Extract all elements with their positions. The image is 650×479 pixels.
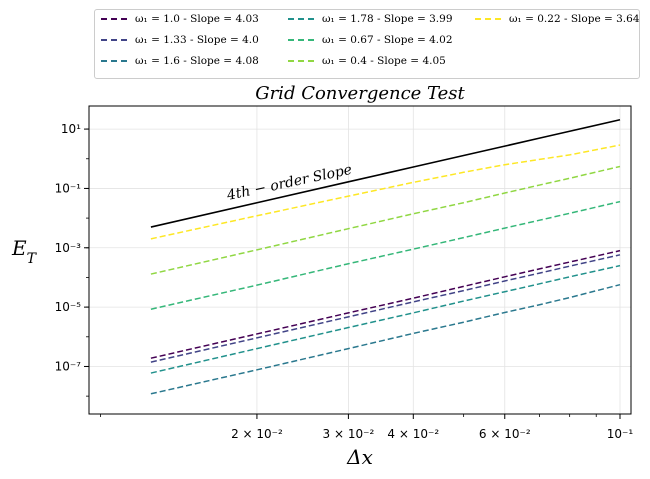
- legend-entry: ω₁ = 0.22 - Slope = 3.64: [475, 13, 640, 25]
- legend-swatch: [288, 18, 314, 20]
- legend-label: ω₁ = 0.4 - Slope = 4.05: [322, 55, 446, 67]
- y-axis-ticks: 10⁻⁷ 10⁻⁵ 10⁻³ 10⁻¹ 10¹: [55, 122, 89, 397]
- legend-entry: ω₁ = 0.67 - Slope = 4.02: [288, 34, 453, 46]
- x-tick-label: 10⁻¹: [607, 427, 634, 441]
- series-line-5: [150, 165, 621, 275]
- legend-entry: ω₁ = 1.78 - Slope = 3.99: [288, 13, 453, 25]
- chart-title: Grid Convergence Test: [255, 83, 465, 104]
- x-axis-label: Δx: [346, 445, 373, 469]
- y-axis-label: ET: [11, 236, 38, 267]
- y-tick-label: 10⁻⁵: [55, 300, 82, 314]
- legend-entry: ω₁ = 0.4 - Slope = 4.05: [288, 55, 446, 67]
- legend-label: ω₁ = 0.67 - Slope = 4.02: [322, 34, 453, 46]
- x-tick-label: 2 × 10⁻²: [231, 427, 283, 441]
- legend-swatch: [288, 60, 314, 62]
- legend: ω₁ = 1.0 - Slope = 4.03 ω₁ = 1.33 - Slope…: [94, 9, 640, 79]
- series-line-0: [150, 249, 621, 359]
- series-line-2: [150, 283, 621, 395]
- y-tick-label: 10⁻¹: [55, 181, 82, 195]
- x-axis-ticks: 2 × 10⁻² 3 × 10⁻² 4 × 10⁻² 6 × 10⁻² 10⁻¹: [100, 414, 634, 441]
- legend-label: ω₁ = 0.22 - Slope = 3.64: [509, 13, 640, 25]
- legend-swatch: [475, 18, 501, 20]
- legend-swatch: [101, 60, 127, 62]
- legend-label: ω₁ = 1.0 - Slope = 4.03: [135, 13, 259, 25]
- reference-slope-line: [150, 119, 621, 228]
- grid-lines: [89, 106, 631, 414]
- series-line-1: [150, 254, 621, 363]
- series-line-3: [150, 264, 621, 374]
- series-line-4: [150, 200, 621, 310]
- legend-label: ω₁ = 1.33 - Slope = 4.0: [135, 34, 259, 46]
- legend-entry: ω₁ = 1.33 - Slope = 4.0: [101, 34, 259, 46]
- legend-entry: ω₁ = 1.0 - Slope = 4.03: [101, 13, 259, 25]
- x-tick-label: 4 × 10⁻²: [387, 427, 439, 441]
- series-line-6: [150, 144, 621, 240]
- y-tick-label: 10⁻³: [55, 241, 82, 255]
- y-tick-label: 10⁻⁷: [55, 359, 82, 373]
- legend-entry: ω₁ = 1.6 - Slope = 4.08: [101, 55, 259, 67]
- x-tick-label: 6 × 10⁻²: [479, 427, 531, 441]
- legend-swatch: [101, 39, 127, 41]
- legend-swatch: [288, 39, 314, 41]
- series-lines: [150, 119, 621, 395]
- y-tick-label: 10¹: [61, 122, 81, 136]
- legend-label: ω₁ = 1.6 - Slope = 4.08: [135, 55, 259, 67]
- x-tick-label: 3 × 10⁻²: [323, 427, 375, 441]
- plot-frame: [88, 105, 632, 415]
- legend-label: ω₁ = 1.78 - Slope = 3.99: [322, 13, 453, 25]
- reference-slope-annotation: 4th − order Slope: [225, 162, 354, 204]
- legend-swatch: [101, 18, 127, 20]
